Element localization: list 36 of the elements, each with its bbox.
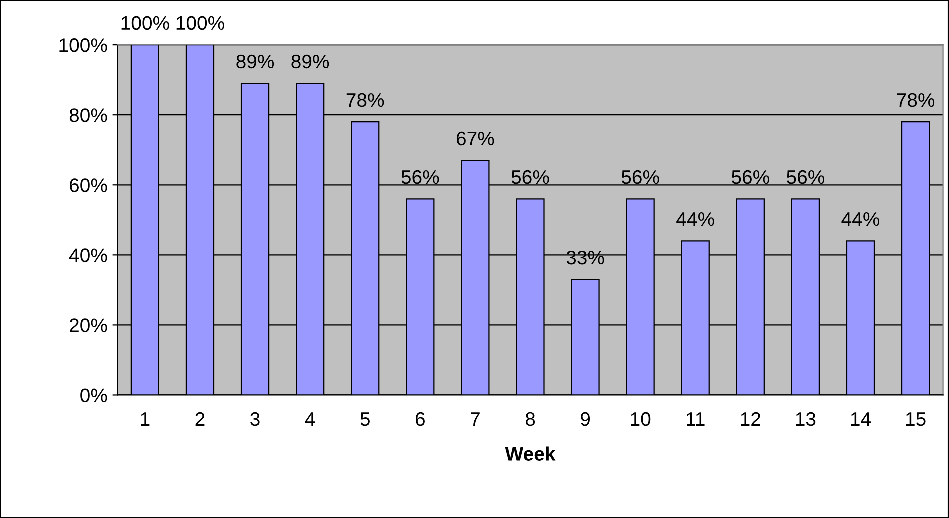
x-tick-label: 12 [741,412,760,426]
data-label: 44% [676,212,714,226]
data-label: 56% [732,170,770,184]
data-label: 56% [787,170,824,184]
y-tick-label: 40% [69,248,108,262]
x-tick-label: 11 [687,412,705,426]
x-tick-label: 3 [250,412,260,426]
data-label: 89% [236,54,274,69]
x-tick-label: 14 [851,412,871,426]
data-label: 44% [842,212,880,226]
y-tick-label: 60% [70,178,108,192]
data-label: 56% [622,170,660,184]
x-tick-label: 1 [141,412,150,426]
x-tick-label: 7 [471,412,480,426]
data-label: 89% [292,54,330,69]
x-tick-label: 6 [416,412,425,426]
x-tick-label: 13 [796,412,816,426]
data-label: 78% [897,93,935,108]
data-label: 67% [456,132,494,146]
y-tick-label: 0% [80,388,108,402]
x-tick-label: 9 [581,412,590,426]
data-label: 56% [512,170,550,184]
x-tick-label: 4 [305,412,316,426]
x-tick-label: 10 [631,412,651,426]
y-tick-label: 80% [70,108,108,122]
x-tick-label: 8 [526,412,536,426]
y-tick-label: 20% [70,318,108,332]
data-label: 100% [176,16,224,30]
x-tick-label: 2 [196,412,205,426]
x-axis-title: Week [505,446,556,461]
x-tick-label: 15 [906,412,926,426]
y-tick-label: 100% [60,38,108,52]
x-tick-label: 5 [360,412,370,426]
data-label: 78% [346,93,384,108]
data-label: 100% [122,16,170,30]
data-label: 56% [402,170,440,184]
